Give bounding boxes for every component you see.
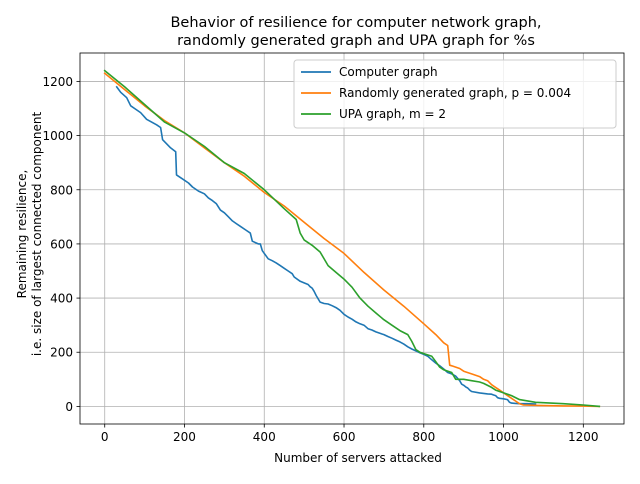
y-axis-label-line-1: Remaining resilience, xyxy=(15,170,29,299)
x-tick-label: 1000 xyxy=(488,430,519,444)
x-tick-label: 1200 xyxy=(568,430,599,444)
series-lines xyxy=(103,69,601,408)
legend-label-computer-graph: Computer graph xyxy=(339,65,438,79)
x-tick-label: 400 xyxy=(253,430,276,444)
x-tick-label: 600 xyxy=(333,430,356,444)
x-tick-label: 800 xyxy=(412,430,435,444)
x-tick-label: 200 xyxy=(173,430,196,444)
y-tick-label: 0 xyxy=(65,400,73,414)
y-axis-label-line-2: i.e. size of largest connected component xyxy=(30,112,44,357)
x-tick-label: 0 xyxy=(101,430,109,444)
legend-box xyxy=(293,59,617,129)
y-tick-label: 400 xyxy=(50,292,73,306)
chart-title-line-2: randomly generated graph and UPA graph f… xyxy=(177,33,535,49)
series-line-upa-graph xyxy=(103,69,601,408)
y-tick-label: 600 xyxy=(50,237,73,251)
chart-title-line-1: Behavior of resilience for computer netw… xyxy=(170,15,541,31)
legend: Computer graph Randomly generated graph,… xyxy=(293,59,617,129)
axis-ticks: 0 200 400 600 800 1000 1200 0 200 400 600 800 1000 12… xyxy=(42,75,598,444)
y-tick-label: 1000 xyxy=(42,129,73,143)
y-tick-label: 800 xyxy=(50,183,73,197)
series-line-random-graph xyxy=(103,72,601,408)
series-line-computer-graph xyxy=(115,85,537,405)
legend-label-upa-graph: UPA graph, m = 2 xyxy=(339,107,446,121)
legend-label-random-graph: Randomly generated graph, p = 0.004 xyxy=(339,86,571,100)
plot-frame xyxy=(79,52,625,425)
y-tick-label: 1200 xyxy=(42,75,73,89)
x-axis-label: Number of servers attacked xyxy=(274,451,442,465)
y-tick-label: 200 xyxy=(50,346,73,360)
